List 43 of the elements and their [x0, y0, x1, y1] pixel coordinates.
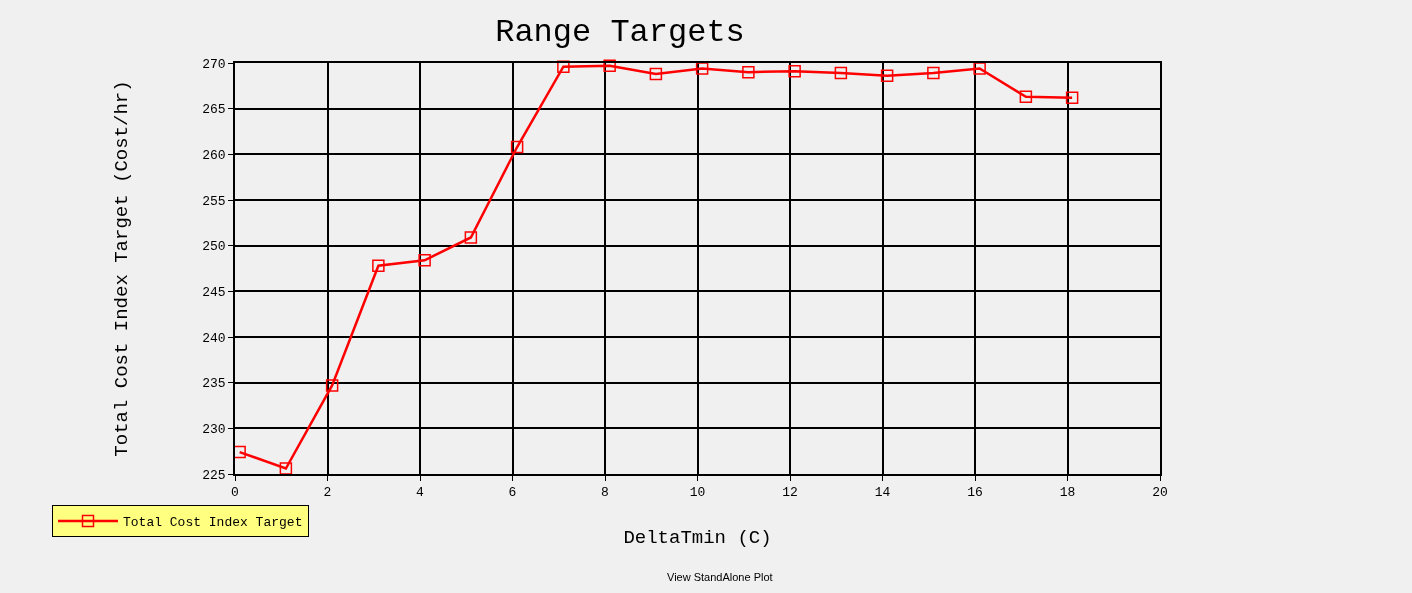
point: [788, 64, 801, 78]
y-axis-title: Total Cost Index Target (Cost/hr): [110, 80, 133, 457]
x-axis-title: DeltaTmin (C): [623, 526, 772, 549]
point: [834, 66, 848, 80]
x-tick-label: 16: [967, 485, 983, 501]
point: [880, 69, 894, 83]
point: [742, 65, 755, 79]
y-tick-label: 265: [202, 102, 226, 118]
point: [372, 259, 385, 273]
text: View StandAlone Plot: [667, 571, 773, 583]
y-tick-label: 230: [202, 421, 226, 437]
y-tick-label: 250: [202, 239, 226, 255]
y-tick-label: 270: [202, 56, 226, 72]
point: [927, 66, 940, 80]
point: [1019, 90, 1033, 104]
chart-title: Range Targets: [495, 14, 745, 52]
x-tick-label: 12: [782, 485, 798, 501]
x-tick-label: 6: [508, 485, 517, 501]
point: [464, 231, 478, 244]
y-tick-label: 235: [202, 376, 226, 392]
x-tick-label: 0: [231, 485, 239, 501]
x-tick-label: 14: [874, 485, 891, 501]
y-tick-label: 240: [202, 330, 226, 346]
point: [695, 62, 709, 75]
point: [418, 254, 431, 267]
y-tick-label: 225: [202, 467, 226, 483]
y-tick-label: 245: [202, 284, 226, 300]
y-tick-label: 260: [202, 147, 226, 163]
point: [973, 62, 986, 75]
point: [325, 379, 339, 392]
point: [510, 140, 524, 154]
x-tick-label: 10: [689, 485, 706, 501]
x-tick-label: 8: [601, 485, 609, 501]
x-tick-label: 18: [1059, 485, 1076, 501]
legend-label: Total Cost Index Target: [123, 515, 303, 531]
x-tick-label: 20: [1152, 485, 1168, 501]
point: [279, 462, 293, 475]
point: [603, 59, 616, 72]
x-tick-label: 2: [323, 485, 332, 501]
point: [1065, 91, 1079, 104]
x-tick-label: 4: [416, 485, 425, 501]
point: [649, 67, 663, 81]
y-tick-label: 255: [202, 193, 226, 209]
